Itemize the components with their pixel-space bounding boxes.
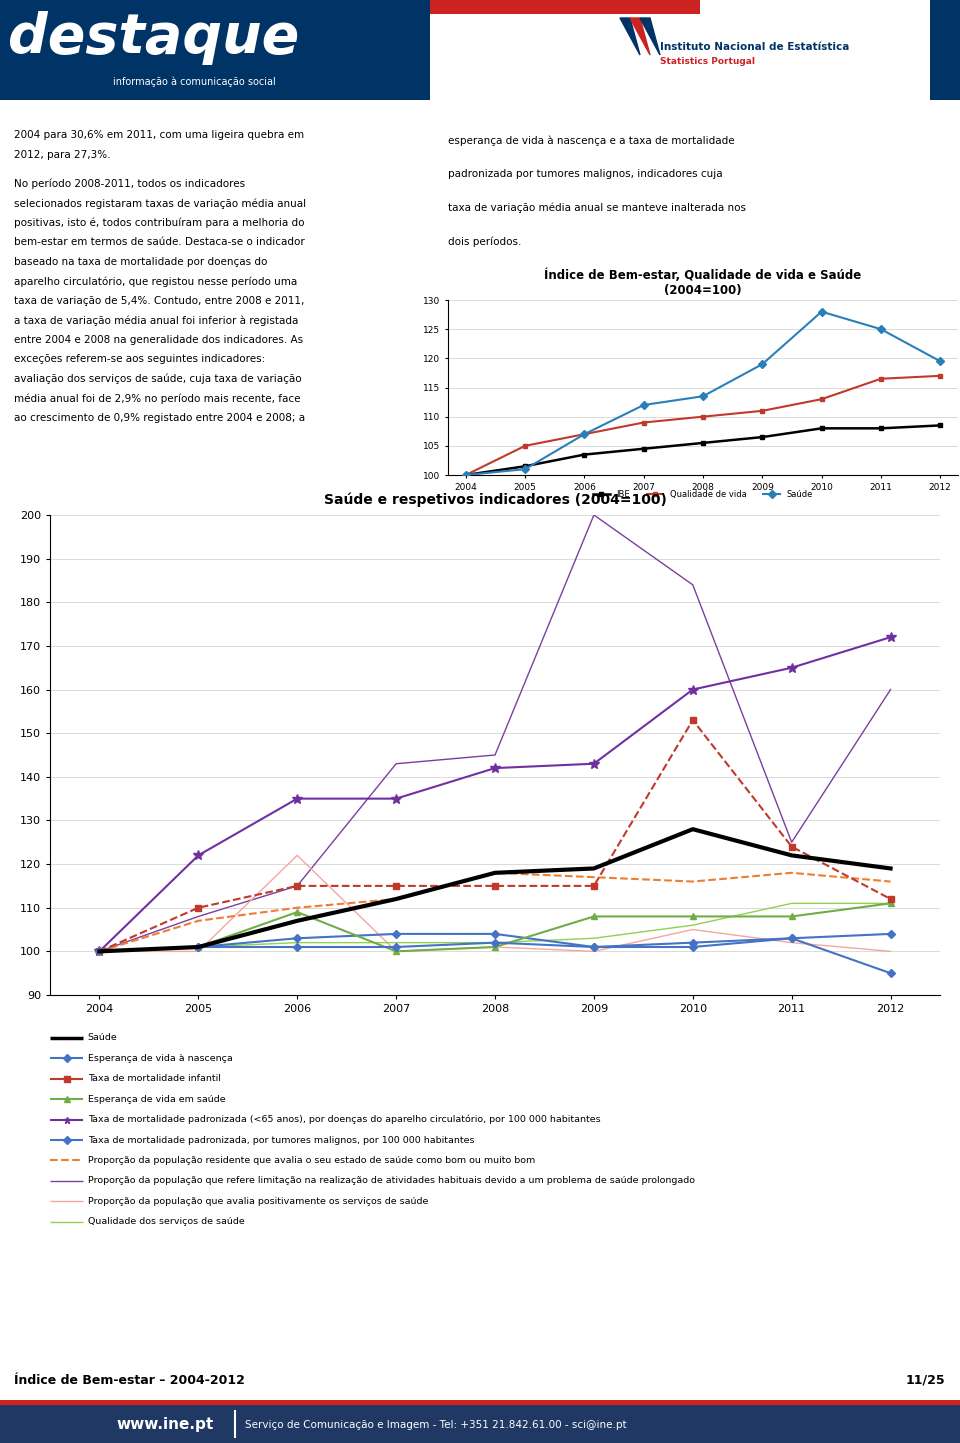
- Text: Taxa de mortalidade padronizada (<65 anos), por doenças do aparelho circulatório: Taxa de mortalidade padronizada (<65 ano…: [88, 1115, 600, 1124]
- Text: a taxa de variação média anual foi inferior à registada: a taxa de variação média anual foi infer…: [14, 315, 299, 326]
- Bar: [930, 0, 960, 100]
- Text: aparelho circulatório, que registou nesse período uma: aparelho circulatório, que registou ness…: [14, 276, 298, 287]
- Text: Serviço de Comunicação e Imagem - Tel: +351 21.842.61.00 - sci@ine.pt: Serviço de Comunicação e Imagem - Tel: +…: [245, 1420, 627, 1430]
- Text: padronizada por tumores malignos, indicadores cuja: padronizada por tumores malignos, indica…: [448, 169, 723, 179]
- Text: taxa de variação média anual se manteve inalterada nos: taxa de variação média anual se manteve …: [448, 202, 746, 214]
- Title: Índice de Bem-estar, Qualidade de vida e Saúde
(2004=100): Índice de Bem-estar, Qualidade de vida e…: [544, 268, 862, 297]
- Polygon shape: [620, 17, 640, 55]
- Text: Proporção da população residente que avalia o seu estado de saúde como bom ou mu: Proporção da população residente que ava…: [88, 1156, 535, 1165]
- Text: 11/25: 11/25: [906, 1374, 946, 1387]
- Text: bem-estar em termos de saúde. Destaca-se o indicador: bem-estar em termos de saúde. Destaca-se…: [14, 237, 304, 247]
- Text: exceções referem-se aos seguintes indicadores:: exceções referem-se aos seguintes indica…: [14, 354, 265, 364]
- Text: positivas, isto é, todos contribuíram para a melhoria do: positivas, isto é, todos contribuíram pa…: [14, 218, 304, 228]
- Text: Esperança de vida à nascença: Esperança de vida à nascença: [88, 1053, 232, 1063]
- Text: Proporção da população que refere limitação na realização de atividades habituai: Proporção da população que refere limita…: [88, 1176, 695, 1185]
- Text: média anual foi de 2,9% no período mais recente, face: média anual foi de 2,9% no período mais …: [14, 394, 300, 404]
- Text: Taxa de mortalidade infantil: Taxa de mortalidade infantil: [88, 1074, 221, 1084]
- Bar: [0, 0, 700, 14]
- Text: 2012, para 27,3%.: 2012, para 27,3%.: [14, 150, 110, 160]
- Text: Saúde: Saúde: [88, 1033, 117, 1042]
- Text: taxa de variação de 5,4%. Contudo, entre 2008 e 2011,: taxa de variação de 5,4%. Contudo, entre…: [14, 296, 304, 306]
- Text: Esperança de vida em saúde: Esperança de vida em saúde: [88, 1095, 226, 1104]
- Bar: [0, 0, 430, 14]
- Title: Saúde e respetivos indicadores (2004=100): Saúde e respetivos indicadores (2004=100…: [324, 492, 666, 506]
- Text: Proporção da população que avalia positivamente os serviços de saúde: Proporção da população que avalia positi…: [88, 1196, 428, 1206]
- Text: No período 2008-2011, todos os indicadores: No período 2008-2011, todos os indicador…: [14, 179, 245, 189]
- Text: ao crescimento de 0,9% registado entre 2004 e 2008; a: ao crescimento de 0,9% registado entre 2…: [14, 413, 305, 423]
- Text: entre 2004 e 2008 na generalidade dos indicadores. As: entre 2004 e 2008 na generalidade dos in…: [14, 335, 303, 345]
- Text: 2004 para 30,6% em 2011, com uma ligeira quebra em: 2004 para 30,6% em 2011, com uma ligeira…: [14, 130, 304, 140]
- Text: Statistics Portugal: Statistics Portugal: [660, 58, 755, 66]
- Text: www.ine.pt: www.ine.pt: [116, 1417, 214, 1433]
- Polygon shape: [630, 17, 650, 55]
- Text: destaque: destaque: [8, 12, 300, 65]
- Bar: [0, 1400, 960, 1405]
- Bar: [430, 14, 930, 100]
- Polygon shape: [640, 17, 660, 55]
- Text: Taxa de mortalidade padronizada, por tumores malignos, por 100 000 habitantes: Taxa de mortalidade padronizada, por tum…: [88, 1136, 474, 1144]
- Text: selecionados registaram taxas de variação média anual: selecionados registaram taxas de variaçã…: [14, 198, 306, 209]
- Text: avaliação dos serviços de saúde, cuja taxa de variação: avaliação dos serviços de saúde, cuja ta…: [14, 374, 301, 384]
- Text: Instituto Nacional de Estatística: Instituto Nacional de Estatística: [660, 42, 850, 52]
- Text: Índice de Bem-estar – 2004-2012: Índice de Bem-estar – 2004-2012: [14, 1374, 246, 1387]
- Text: dois períodos.: dois períodos.: [448, 237, 521, 247]
- Text: esperança de vida à nascença e a taxa de mortalidade: esperança de vida à nascença e a taxa de…: [448, 136, 734, 146]
- Legend: IBE, Qualidade de vida, Saúde: IBE, Qualidade de vida, Saúde: [589, 486, 816, 502]
- Text: Qualidade dos serviços de saúde: Qualidade dos serviços de saúde: [88, 1218, 245, 1227]
- Text: informação à comunicação social: informação à comunicação social: [113, 76, 276, 87]
- Bar: [0, 0, 430, 100]
- Text: baseado na taxa de mortalidade por doenças do: baseado na taxa de mortalidade por doenç…: [14, 257, 268, 267]
